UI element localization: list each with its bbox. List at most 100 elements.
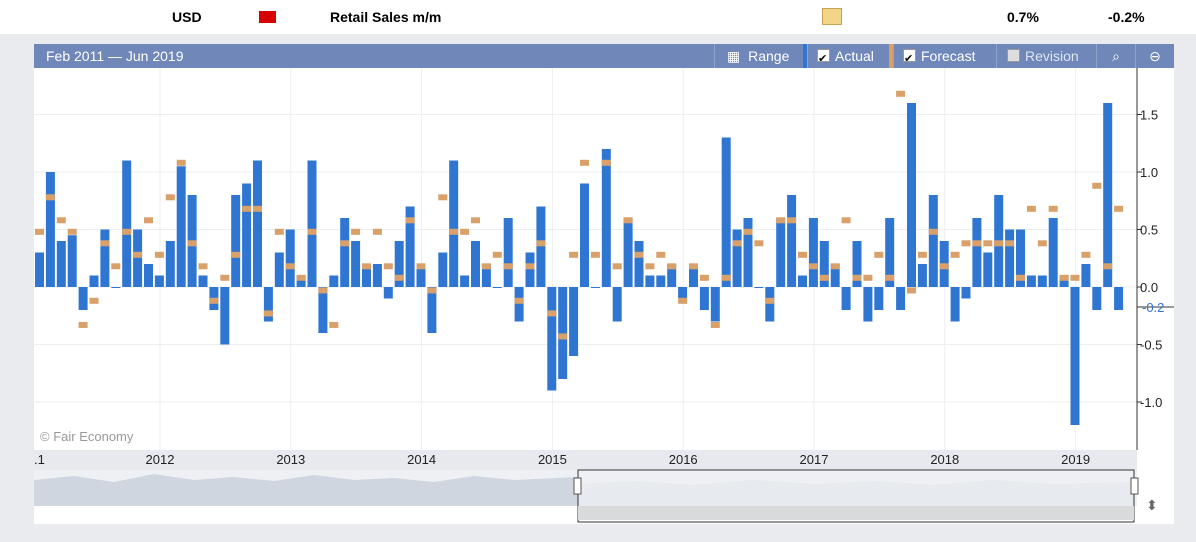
forecast-mark[interactable] <box>961 240 971 247</box>
forecast-mark[interactable] <box>1048 205 1058 212</box>
actual-bar[interactable] <box>1005 229 1015 288</box>
actual-bar[interactable] <box>1114 287 1124 310</box>
actual-bar[interactable] <box>285 229 295 288</box>
actual-bar[interactable] <box>427 287 437 333</box>
actual-bar[interactable] <box>983 252 993 288</box>
actual-bar[interactable] <box>362 264 371 287</box>
forecast-mark[interactable] <box>1103 263 1113 270</box>
forecast-mark[interactable] <box>405 217 415 224</box>
forecast-mark[interactable] <box>220 274 230 281</box>
actual-bar[interactable] <box>1070 287 1080 425</box>
forecast-mark[interactable] <box>885 274 895 281</box>
actual-bar[interactable] <box>699 287 709 310</box>
actual-bar[interactable] <box>634 241 644 287</box>
forecast-mark[interactable] <box>438 194 448 201</box>
zoom-in-icon[interactable]: ⌕ <box>1096 44 1135 68</box>
forecast-mark[interactable] <box>481 263 491 270</box>
forecast-mark[interactable] <box>351 228 361 235</box>
forecast-mark[interactable] <box>634 251 644 258</box>
actual-bar[interactable] <box>263 287 273 322</box>
forecast-mark[interactable] <box>263 310 273 317</box>
forecast-mark[interactable] <box>209 297 219 304</box>
forecast-mark[interactable] <box>285 263 295 270</box>
actual-bar[interactable] <box>198 275 208 288</box>
actual-bar[interactable] <box>481 264 491 287</box>
forecast-mark[interactable] <box>514 297 524 304</box>
actual-bar[interactable] <box>296 275 306 288</box>
forecast-mark[interactable] <box>1081 251 1091 258</box>
forecast-mark[interactable] <box>612 263 622 270</box>
forecast-mark[interactable] <box>329 321 339 328</box>
forecast-mark[interactable] <box>111 263 121 270</box>
forecast-mark[interactable] <box>536 240 546 247</box>
forecast-mark[interactable] <box>525 263 535 270</box>
actual-bar[interactable] <box>449 160 459 288</box>
navigator-selection[interactable] <box>577 469 1135 523</box>
actual-bar[interactable] <box>754 287 764 288</box>
actual-bar[interactable] <box>1026 275 1036 288</box>
actual-bar[interactable] <box>242 183 252 288</box>
revision-checkbox[interactable] <box>1007 49 1020 62</box>
forecast-mark[interactable] <box>896 90 906 97</box>
actual-bar[interactable] <box>1103 103 1113 287</box>
open-folder-icon[interactable] <box>822 8 842 25</box>
actual-bar[interactable] <box>176 166 186 287</box>
forecast-mark[interactable] <box>318 287 328 294</box>
forecast-mark[interactable] <box>394 274 404 281</box>
forecast-mark[interactable] <box>852 274 862 281</box>
actual-bar[interactable] <box>460 275 470 288</box>
forecast-mark[interactable] <box>917 251 927 258</box>
forecast-checkbox[interactable] <box>903 47 916 71</box>
forecast-mark[interactable] <box>1005 240 1015 247</box>
actual-bar[interactable] <box>558 287 568 379</box>
forecast-mark[interactable] <box>939 263 949 270</box>
actual-bar[interactable] <box>863 287 873 322</box>
forecast-mark[interactable] <box>144 217 153 224</box>
forecast-mark[interactable] <box>580 159 589 166</box>
forecast-mark[interactable] <box>89 297 99 304</box>
forecast-mark[interactable] <box>122 228 132 235</box>
actual-bar[interactable] <box>67 235 77 287</box>
actual-bar[interactable] <box>122 160 132 288</box>
forecast-mark[interactable] <box>983 240 993 247</box>
resize-arrows-icon[interactable]: ⬍ <box>1146 498 1158 514</box>
actual-bar[interactable] <box>547 287 557 391</box>
actual-bar[interactable] <box>972 218 982 287</box>
actual-bar[interactable] <box>144 264 153 287</box>
forecast-mark[interactable] <box>972 240 982 247</box>
forecast-mark[interactable] <box>45 194 55 201</box>
actual-bar[interactable] <box>405 206 415 288</box>
actual-bar[interactable] <box>612 287 622 322</box>
forecast-mark[interactable] <box>699 274 709 281</box>
forecast-mark[interactable] <box>307 228 317 235</box>
forecast-mark[interactable] <box>667 263 677 270</box>
actual-bar[interactable] <box>274 252 284 288</box>
forecast-mark[interactable] <box>732 240 742 247</box>
forecast-mark[interactable] <box>67 228 77 235</box>
actual-bar[interactable] <box>590 287 600 288</box>
actual-bar[interactable] <box>133 229 143 288</box>
actual-bar[interactable] <box>830 264 840 287</box>
actual-bar[interactable] <box>819 241 829 287</box>
actual-bar[interactable] <box>45 172 55 287</box>
forecast-mark[interactable] <box>874 251 884 258</box>
forecast-mark[interactable] <box>427 287 437 294</box>
actual-bar[interactable] <box>231 195 241 287</box>
actual-bar[interactable] <box>154 275 164 288</box>
forecast-mark[interactable] <box>863 274 873 281</box>
forecast-mark[interactable] <box>656 251 666 258</box>
actual-bar[interactable] <box>503 218 513 287</box>
actual-bar[interactable] <box>623 218 633 287</box>
actual-bar[interactable] <box>1037 275 1047 288</box>
forecast-mark[interactable] <box>56 217 66 224</box>
actual-bar[interactable] <box>1092 287 1102 310</box>
forecast-mark[interactable] <box>601 159 611 166</box>
actual-bar[interactable] <box>710 287 720 322</box>
forecast-mark[interactable] <box>798 251 807 258</box>
forecast-mark[interactable] <box>787 217 797 224</box>
actual-bar[interactable] <box>689 264 698 287</box>
actual-bar[interactable] <box>471 241 480 287</box>
forecast-mark[interactable] <box>994 240 1004 247</box>
actual-bar[interactable] <box>852 241 862 287</box>
actual-bar[interactable] <box>307 160 317 288</box>
